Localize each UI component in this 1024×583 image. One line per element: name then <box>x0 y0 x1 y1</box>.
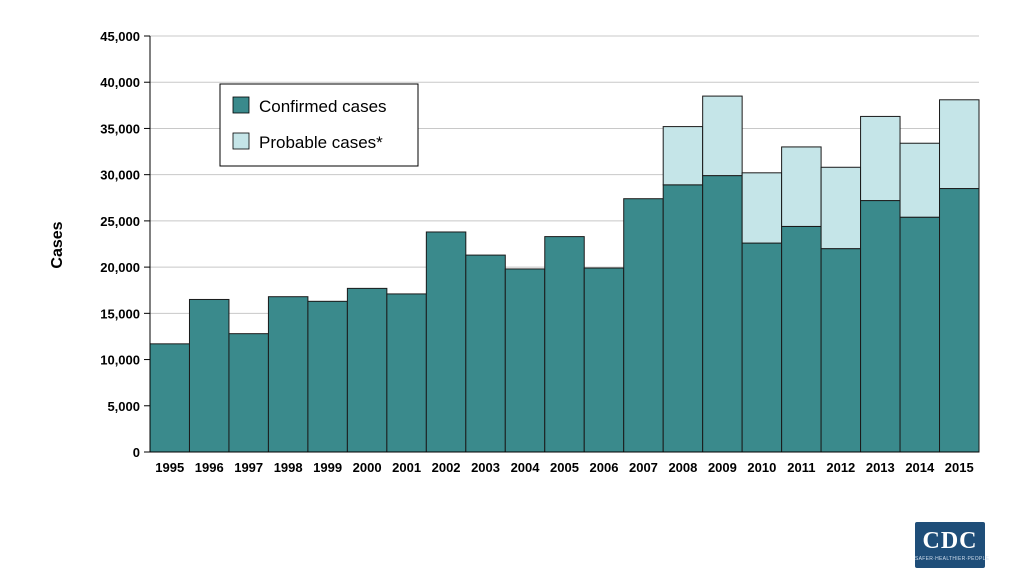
x-tick-label: 2008 <box>668 460 697 475</box>
logo-text: CDC <box>922 528 978 554</box>
x-tick-label: 2010 <box>747 460 776 475</box>
x-tick-label: 2000 <box>353 460 382 475</box>
x-tick-label: 2006 <box>590 460 619 475</box>
bar-confirmed <box>425 231 467 453</box>
x-tick-label: 2005 <box>550 460 579 475</box>
bar-probable <box>899 142 941 218</box>
bar-confirmed <box>702 175 743 453</box>
bar-confirmed <box>188 298 230 453</box>
y-tick-label: 5,000 <box>107 399 140 414</box>
bar-probable <box>820 166 862 250</box>
x-tick-label: 2015 <box>945 460 974 475</box>
y-tick-label: 20,000 <box>100 260 140 275</box>
bar-confirmed <box>386 293 427 453</box>
x-tick-label: 1995 <box>155 460 184 475</box>
bar-probable <box>860 115 901 202</box>
x-tick-label: 2002 <box>432 460 461 475</box>
x-tick-label: 2001 <box>392 460 421 475</box>
y-tick-label: 40,000 <box>100 75 140 90</box>
cdc-logo: CDC SAFER·HEALTHIER·PEOPLE <box>915 522 990 568</box>
x-tick-label: 2014 <box>905 460 935 475</box>
bar-confirmed <box>544 236 585 453</box>
bar-confirmed <box>860 200 901 453</box>
bar-confirmed <box>346 287 388 453</box>
bar-confirmed <box>741 242 783 453</box>
y-tick-label: 25,000 <box>100 214 140 229</box>
x-tick-label: 1996 <box>195 460 224 475</box>
y-tick-label: 35,000 <box>100 121 140 136</box>
x-tick-label: 2003 <box>471 460 500 475</box>
legend-swatch-confirmed <box>232 96 250 114</box>
x-tick-label: 2013 <box>866 460 895 475</box>
logo-tagline: SAFER·HEALTHIER·PEOPLE <box>915 556 990 562</box>
bar-confirmed <box>781 225 822 453</box>
x-tick-label: 2007 <box>629 460 658 475</box>
bar-probable <box>662 126 704 186</box>
y-tick-labels: 0 5,000 10,000 15,000 20,000 25,000 30,000 35,0… <box>100 29 140 460</box>
bar-confirmed <box>267 296 309 453</box>
y-tick-label: 15,000 <box>100 306 140 321</box>
bar-confirmed <box>307 300 348 453</box>
x-tick-labels: 1995 1996 1997 1998 1999 2000 2001 2002 2003 2004… <box>155 460 973 475</box>
bar-confirmed <box>623 198 664 453</box>
x-tick-label: 1998 <box>274 460 303 475</box>
bar-probable <box>781 146 822 227</box>
x-tick-label: 2009 <box>708 460 737 475</box>
bar-confirmed <box>465 254 506 453</box>
y-tick-label: 45,000 <box>100 29 140 44</box>
bar-confirmed <box>504 268 546 453</box>
legend-swatch-probable <box>232 132 250 150</box>
bar-probable <box>939 99 980 190</box>
bar-confirmed <box>820 248 862 453</box>
legend-label-confirmed: Confirmed cases <box>259 97 387 116</box>
bar-confirmed <box>149 343 190 453</box>
y-tick-label: 10,000 <box>100 353 140 368</box>
y-axis-label: Cases <box>49 221 66 268</box>
bar-probable <box>702 95 743 177</box>
y-tick-label: 30,000 <box>100 168 140 183</box>
x-tick-label: 2004 <box>511 460 541 475</box>
bar-confirmed <box>899 216 941 453</box>
axes <box>144 35 979 453</box>
x-tick-label: 1997 <box>234 460 263 475</box>
bar-confirmed <box>228 333 269 453</box>
x-tick-label: 1999 <box>313 460 342 475</box>
legend-box <box>219 83 419 167</box>
bar-confirmed <box>662 184 704 453</box>
y-tick-label: 0 <box>133 445 140 460</box>
x-tick-label: 2011 <box>787 460 815 475</box>
bar-probable <box>741 172 783 244</box>
bar-confirmed <box>583 267 625 453</box>
bar-confirmed <box>939 188 980 453</box>
legend: Confirmed cases Probable cases* <box>219 83 419 167</box>
x-tick-label: 2012 <box>826 460 855 475</box>
bars <box>149 95 980 453</box>
legend-label-probable: Probable cases* <box>259 133 383 152</box>
